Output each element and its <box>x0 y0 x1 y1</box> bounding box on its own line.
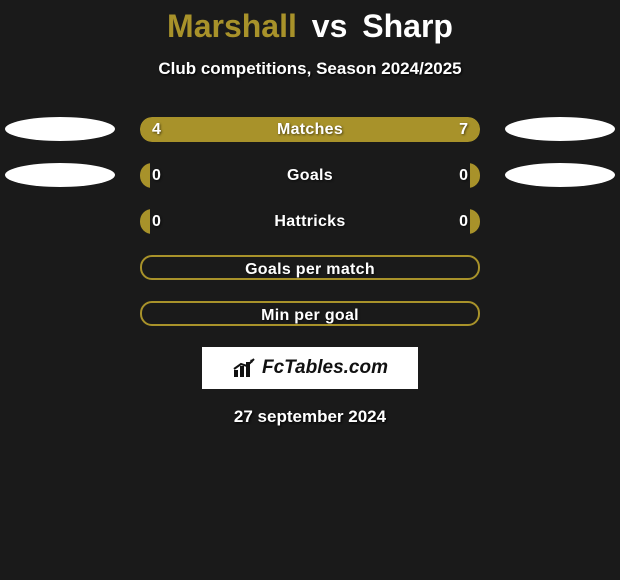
bar-fill-a <box>140 209 150 234</box>
bar-fill-a <box>140 163 150 188</box>
chart-icon <box>232 357 258 379</box>
stat-label: Goals per match <box>142 257 478 280</box>
vs-text: vs <box>312 8 348 44</box>
stat-row: Min per goal <box>0 301 620 326</box>
stat-label: Min per goal <box>142 303 478 326</box>
stat-bar: Goals0 0 <box>140 163 480 188</box>
stat-label: Hattricks <box>140 209 480 234</box>
page-title: Marshall vs Sharp <box>0 8 620 45</box>
brand-badge: FcTables.com <box>202 347 418 389</box>
player-a-avatar-ellipse <box>5 117 115 141</box>
bar-fill-b <box>470 163 480 188</box>
stat-bar: Min per goal <box>140 301 480 326</box>
date-text: 27 september 2024 <box>0 407 620 427</box>
stat-value-a: 0 <box>152 209 161 234</box>
stats-card: Marshall vs Sharp Club competitions, Sea… <box>0 0 620 427</box>
stat-row: Hattricks0 0 <box>0 209 620 234</box>
stat-value-b: 0 <box>459 163 468 188</box>
subtitle: Club competitions, Season 2024/2025 <box>0 59 620 79</box>
bar-fill-a <box>140 117 262 142</box>
brand-text: FcTables.com <box>262 357 388 379</box>
stat-bar: Hattricks0 0 <box>140 209 480 234</box>
stat-bar: Goals per match <box>140 255 480 280</box>
stat-label: Goals <box>140 163 480 188</box>
stat-value-b: 0 <box>459 209 468 234</box>
player-b-name: Sharp <box>362 8 453 44</box>
stat-rows: Matches47Goals00Hattricks00Goals per mat… <box>0 117 620 326</box>
bar-fill-b <box>262 117 480 142</box>
stat-value-a: 0 <box>152 163 161 188</box>
player-b-avatar-ellipse <box>505 117 615 141</box>
player-b-avatar-ellipse <box>505 163 615 187</box>
player-a-avatar-ellipse <box>5 163 115 187</box>
bar-fill-b <box>470 209 480 234</box>
stat-row: Goals0 0 <box>0 163 620 188</box>
stat-bar: Matches47 <box>140 117 480 142</box>
stat-row: Matches47 <box>0 117 620 142</box>
stat-row: Goals per match <box>0 255 620 280</box>
player-a-name: Marshall <box>167 8 297 44</box>
